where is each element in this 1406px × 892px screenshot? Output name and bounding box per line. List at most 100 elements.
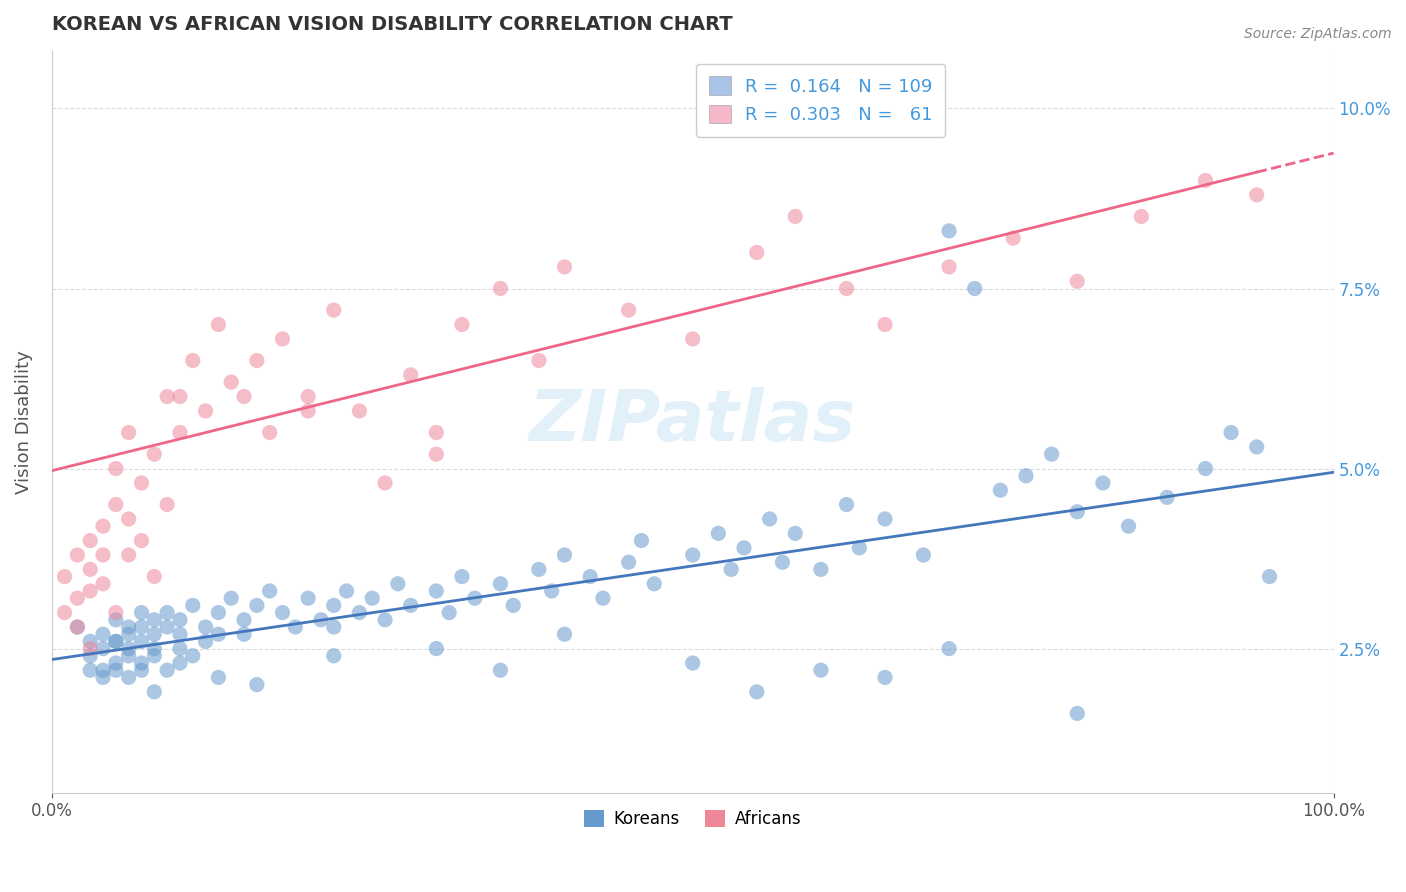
Point — [745, 245, 768, 260]
Point — [912, 548, 935, 562]
Point — [143, 627, 166, 641]
Point — [131, 533, 153, 548]
Point — [451, 318, 474, 332]
Point — [1015, 468, 1038, 483]
Point — [233, 390, 256, 404]
Point — [104, 613, 127, 627]
Point — [169, 656, 191, 670]
Point — [207, 606, 229, 620]
Point — [169, 627, 191, 641]
Point — [489, 576, 512, 591]
Point — [988, 483, 1011, 498]
Point — [143, 648, 166, 663]
Point — [1156, 491, 1178, 505]
Point — [104, 663, 127, 677]
Point — [118, 641, 141, 656]
Point — [682, 656, 704, 670]
Point — [246, 353, 269, 368]
Point — [156, 498, 179, 512]
Point — [745, 685, 768, 699]
Point — [118, 548, 141, 562]
Point — [131, 656, 153, 670]
Point — [66, 591, 89, 606]
Point — [53, 569, 76, 583]
Point — [873, 512, 896, 526]
Point — [733, 541, 755, 555]
Point — [322, 599, 344, 613]
Point — [118, 648, 141, 663]
Point — [1246, 187, 1268, 202]
Point — [1091, 475, 1114, 490]
Point — [810, 562, 832, 576]
Point — [91, 627, 114, 641]
Point — [118, 620, 141, 634]
Point — [361, 591, 384, 606]
Point — [682, 332, 704, 346]
Text: Source: ZipAtlas.com: Source: ZipAtlas.com — [1244, 27, 1392, 41]
Point — [527, 353, 550, 368]
Point — [630, 533, 652, 548]
Point — [322, 620, 344, 634]
Point — [835, 281, 858, 295]
Point — [104, 498, 127, 512]
Point — [143, 685, 166, 699]
Point — [349, 606, 371, 620]
Point — [579, 569, 602, 583]
Point — [873, 318, 896, 332]
Point — [284, 620, 307, 634]
Y-axis label: Vision Disability: Vision Disability — [15, 350, 32, 493]
Point — [336, 584, 359, 599]
Point — [553, 548, 575, 562]
Point — [374, 475, 396, 490]
Point — [322, 303, 344, 318]
Point — [1220, 425, 1243, 440]
Point — [66, 620, 89, 634]
Point — [540, 584, 562, 599]
Point — [118, 627, 141, 641]
Point — [1066, 274, 1088, 288]
Point — [938, 641, 960, 656]
Point — [79, 533, 101, 548]
Point — [527, 562, 550, 576]
Point — [464, 591, 486, 606]
Point — [259, 425, 281, 440]
Point — [233, 627, 256, 641]
Point — [322, 648, 344, 663]
Point — [91, 576, 114, 591]
Point — [553, 627, 575, 641]
Point — [91, 670, 114, 684]
Point — [79, 641, 101, 656]
Point — [1258, 569, 1281, 583]
Point — [131, 620, 153, 634]
Point — [194, 634, 217, 648]
Point — [219, 375, 242, 389]
Point — [131, 606, 153, 620]
Point — [271, 332, 294, 346]
Point — [1194, 173, 1216, 187]
Point — [91, 641, 114, 656]
Point — [810, 663, 832, 677]
Point — [246, 599, 269, 613]
Point — [1246, 440, 1268, 454]
Point — [399, 599, 422, 613]
Point — [617, 303, 640, 318]
Point — [104, 634, 127, 648]
Point — [770, 555, 793, 569]
Point — [104, 656, 127, 670]
Point — [156, 390, 179, 404]
Text: ZIPatlas: ZIPatlas — [529, 387, 856, 456]
Point — [1130, 210, 1153, 224]
Point — [425, 425, 447, 440]
Point — [785, 526, 807, 541]
Point — [643, 576, 665, 591]
Point — [349, 404, 371, 418]
Point — [720, 562, 742, 576]
Point — [271, 606, 294, 620]
Point — [553, 260, 575, 274]
Point — [617, 555, 640, 569]
Point — [169, 613, 191, 627]
Point — [219, 591, 242, 606]
Point — [502, 599, 524, 613]
Text: KOREAN VS AFRICAN VISION DISABILITY CORRELATION CHART: KOREAN VS AFRICAN VISION DISABILITY CORR… — [52, 15, 733, 34]
Point — [181, 599, 204, 613]
